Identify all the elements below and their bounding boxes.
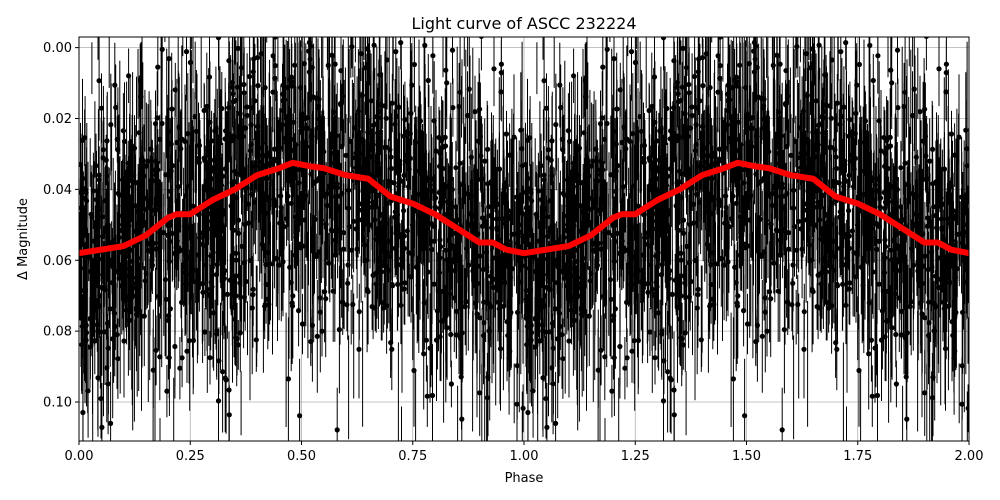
binned-mean-curve — [79, 159, 969, 257]
x-tick-label: 1.00 — [510, 449, 539, 464]
x-tick-label: 0.00 — [65, 449, 94, 464]
x-tick-label: 0.75 — [398, 449, 427, 464]
x-axis: 0.00 0.25 0.50 0.75 1.00 1.25 1.50 1.75 2.00 — [65, 441, 984, 464]
x-tick-label: 2.00 — [955, 449, 984, 464]
y-tick-label: 0.00 — [43, 41, 72, 56]
y-tick-label: 0.06 — [43, 254, 72, 269]
y-axis-label: Δ Magnitude — [16, 198, 31, 280]
x-tick-label: 0.25 — [176, 449, 205, 464]
y-tick-label: 0.04 — [43, 183, 72, 198]
x-tick-label: 0.50 — [287, 449, 316, 464]
observation-points — [79, 37, 969, 433]
y-axis: 0.00 0.02 0.04 0.06 0.08 0.10 — [43, 41, 79, 411]
y-tick-label: 0.08 — [43, 325, 72, 340]
x-tick-label: 1.50 — [732, 449, 761, 464]
y-tick-label: 0.02 — [43, 112, 72, 127]
y-tick-label: 0.10 — [43, 396, 72, 411]
x-tick-label: 1.25 — [621, 449, 650, 464]
plot-area — [78, 36, 970, 442]
x-axis-label: Phase — [505, 471, 544, 486]
chart-title: Light curve of ASCC 232224 — [411, 14, 636, 33]
x-tick-label: 1.75 — [843, 449, 872, 464]
